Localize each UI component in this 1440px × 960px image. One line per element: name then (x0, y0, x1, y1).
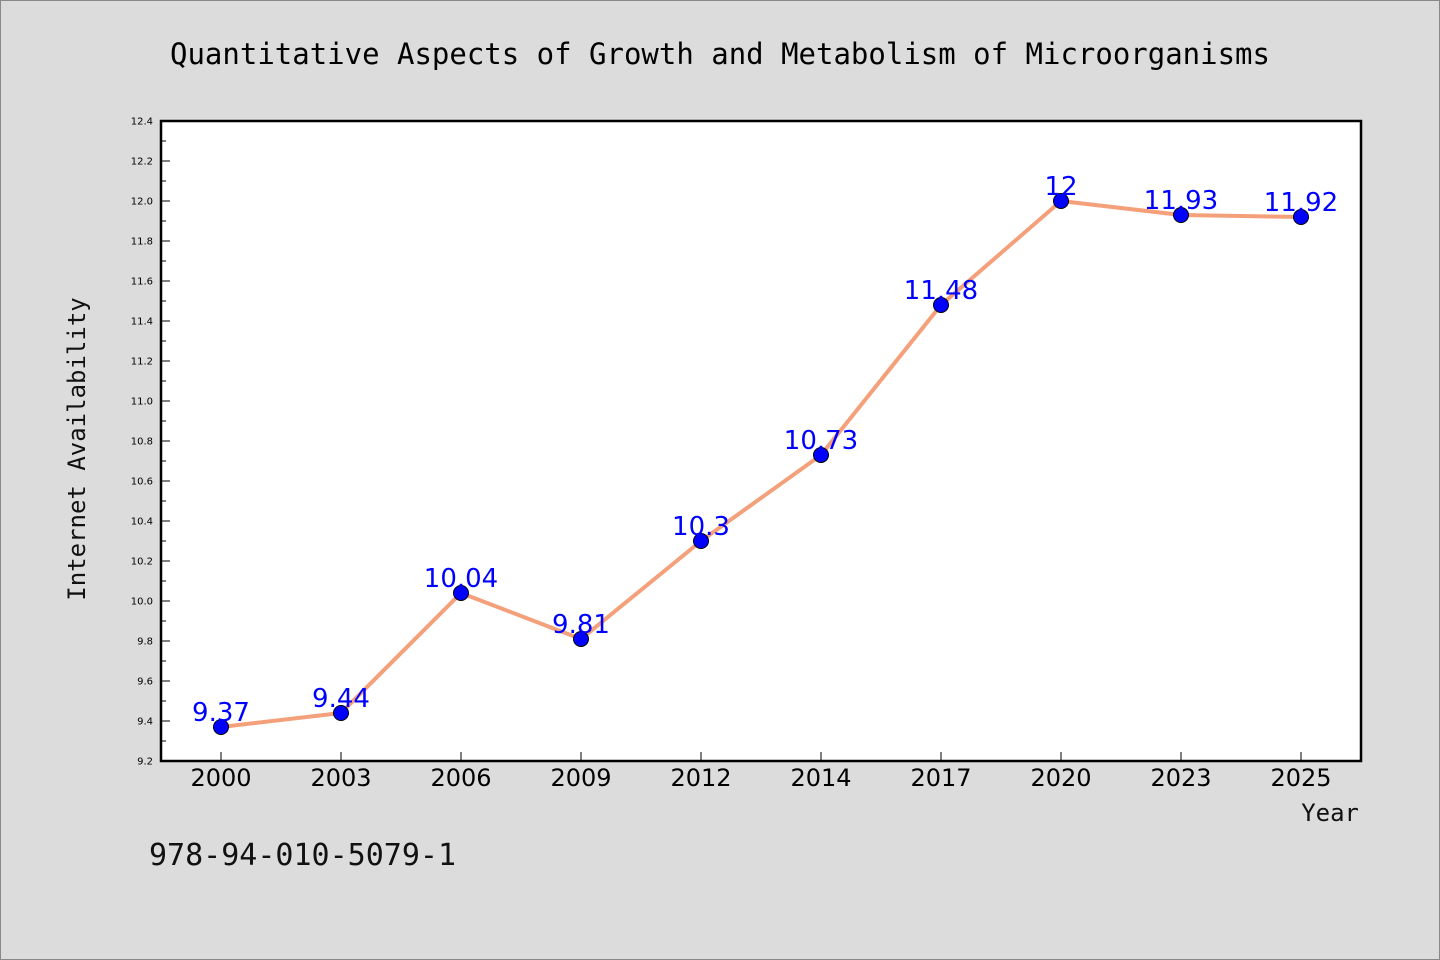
plot-area (161, 121, 1361, 761)
y-tick-label: 9.6 (137, 677, 153, 688)
data-label: 12 (1044, 172, 1077, 202)
x-tick-label: 2009 (550, 764, 611, 792)
series-layer: 9.37 9.44 10.04 9.81 10.3 10.73 11.48 12 11.93 11… (192, 172, 1338, 735)
y-axis-label: Internet Availability (63, 297, 91, 600)
data-label: 10.04 (424, 564, 498, 594)
y-tick-label: 9.8 (137, 637, 153, 648)
y-tick-label: 11.6 (131, 277, 153, 288)
data-point (933, 297, 949, 313)
plot-frame (159, 119, 1363, 763)
data-label: 11.93 (1144, 186, 1218, 216)
x-axis-label: Year (1301, 799, 1359, 827)
y-axis: 9.2 9.4 9.6 9.8 10.0 10.2 10.4 10.6 10.8 11.0 11.2… (131, 117, 170, 768)
x-tick-label: 2025 (1270, 764, 1331, 792)
data-point (693, 533, 709, 549)
x-tick-label: 2017 (910, 764, 971, 792)
y-tick-label: 11.2 (131, 357, 153, 368)
x-tick-label: 2020 (1030, 764, 1091, 792)
y-tick-label: 10.0 (131, 597, 153, 608)
x-tick-label: 2000 (190, 764, 251, 792)
y-tick-label: 10.6 (131, 477, 153, 488)
data-label: 11.92 (1264, 188, 1338, 218)
data-label: 11.48 (904, 276, 978, 306)
data-point (1053, 193, 1069, 209)
x-tick-label: 2006 (430, 764, 491, 792)
data-point (333, 705, 349, 721)
y-tick-label: 10.2 (131, 557, 153, 568)
chart-title: Quantitative Aspects of Growth and Metab… (170, 37, 1270, 71)
data-point (213, 719, 229, 735)
data-point (573, 631, 589, 647)
data-label: 10.3 (672, 512, 730, 542)
data-point (453, 585, 469, 601)
footer-code: 978-94-010-5079-1 (149, 838, 456, 873)
x-tick-label: 2012 (670, 764, 731, 792)
data-label: 10.73 (784, 426, 858, 456)
y-tick-label: 12.4 (131, 117, 153, 128)
y-tick-label: 11.8 (131, 237, 153, 248)
data-label: 9.44 (312, 684, 370, 714)
data-label: 9.37 (192, 698, 250, 728)
y-tick-label: 11.0 (131, 397, 153, 408)
data-point (1293, 209, 1309, 225)
y-tick-label: 12.2 (131, 157, 153, 168)
data-label: 9.81 (552, 610, 610, 640)
data-point (1173, 207, 1189, 223)
y-tick-label: 10.8 (131, 437, 153, 448)
y-tick-label: 9.2 (137, 757, 153, 768)
data-point (813, 447, 829, 463)
y-tick-label: 10.4 (131, 517, 153, 528)
y-tick-label: 12.0 (131, 197, 153, 208)
series-line (220, 199, 1302, 729)
x-axis: 2000 2003 2006 2009 2012 2014 2017 2020 2023 2025 (190, 752, 1332, 792)
x-tick-label: 2014 (790, 764, 851, 792)
y-tick-label: 11.4 (131, 317, 153, 328)
x-tick-label: 2003 (310, 764, 371, 792)
y-tick-label: 9.4 (137, 717, 153, 728)
x-tick-label: 2023 (1150, 764, 1211, 792)
